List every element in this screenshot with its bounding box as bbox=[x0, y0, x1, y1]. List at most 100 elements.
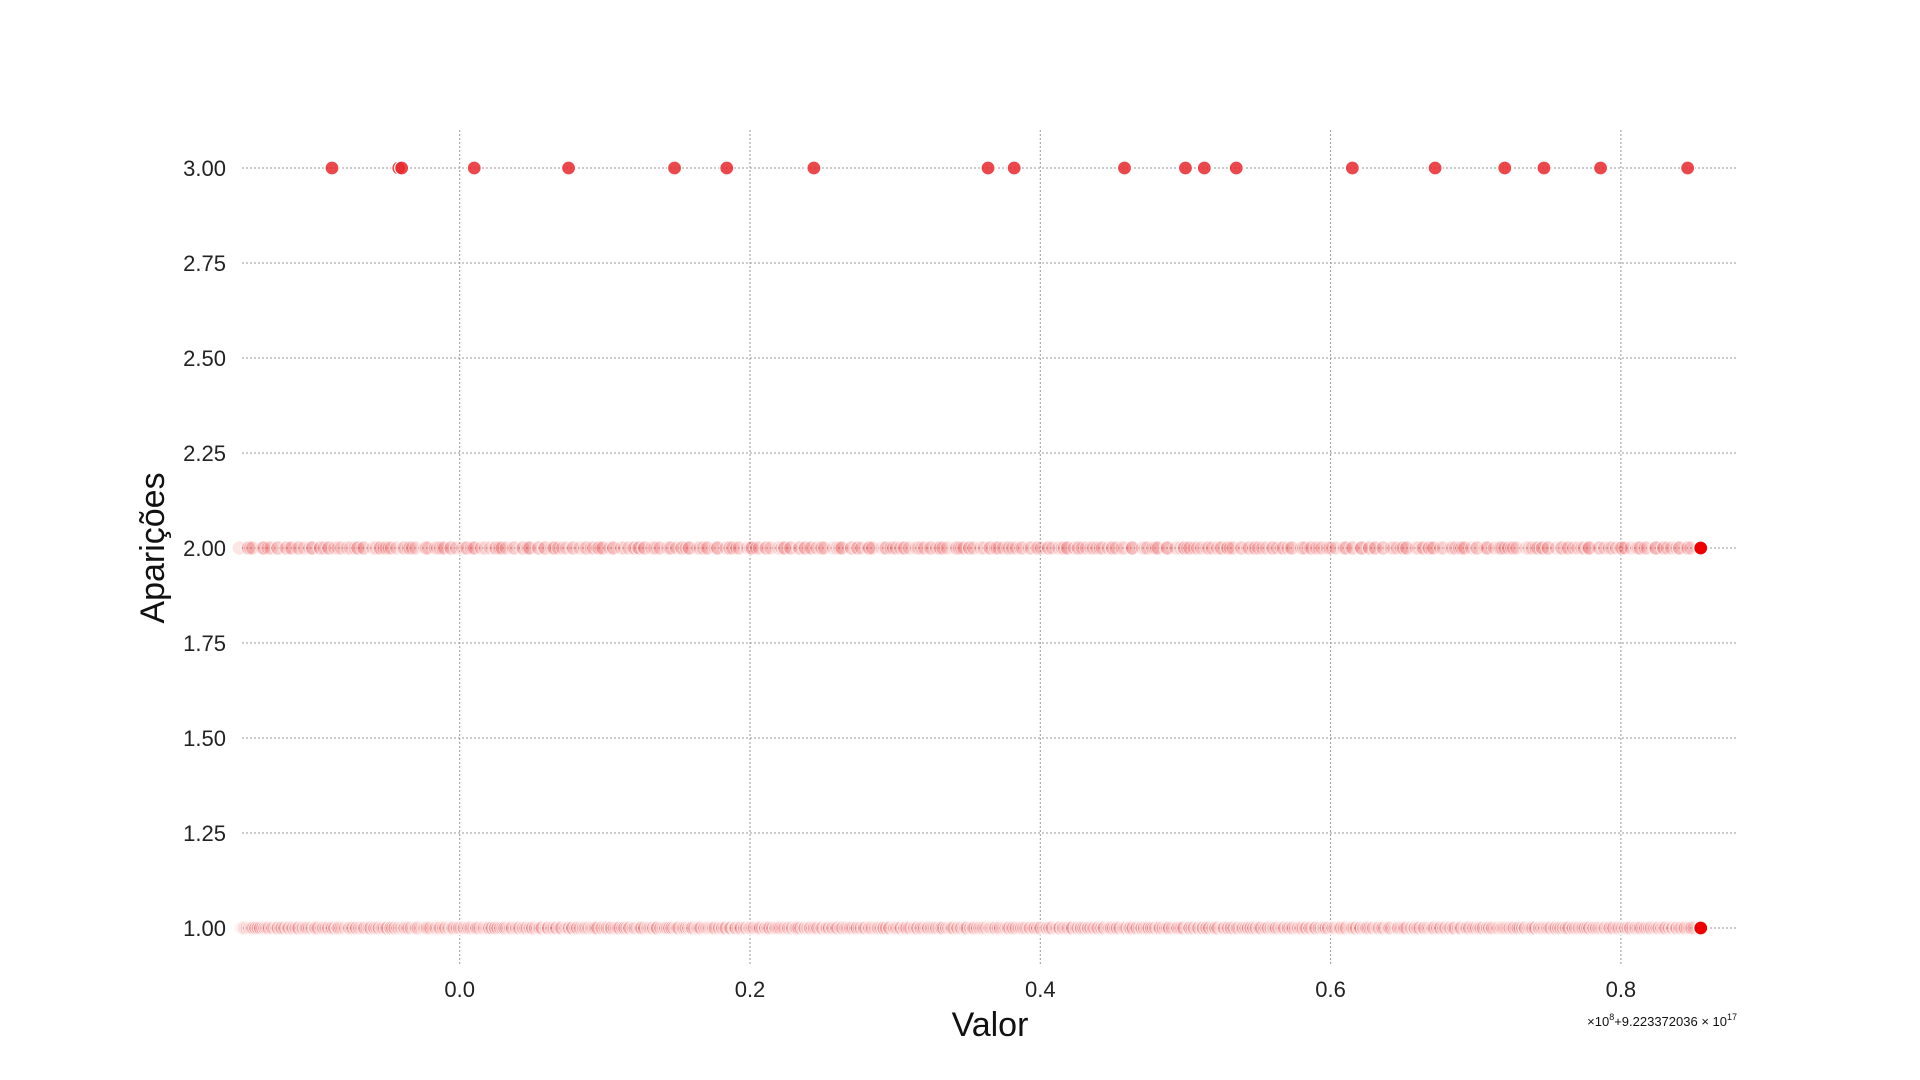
data-point bbox=[1566, 540, 1581, 556]
data-point bbox=[929, 540, 944, 556]
data-point bbox=[602, 540, 618, 556]
data-point bbox=[1228, 160, 1244, 176]
data-point bbox=[488, 540, 504, 556]
data-point bbox=[896, 540, 912, 556]
data-point bbox=[231, 540, 247, 556]
data-point bbox=[284, 540, 300, 556]
data-point bbox=[809, 540, 825, 556]
data-point bbox=[1693, 540, 1709, 556]
data-point bbox=[350, 540, 366, 556]
data-point bbox=[951, 540, 967, 556]
data-point bbox=[384, 540, 399, 556]
x-offset-base: ×10 bbox=[1587, 1014, 1609, 1029]
data-point bbox=[699, 540, 715, 556]
data-point bbox=[1663, 540, 1679, 556]
data-point bbox=[547, 540, 562, 556]
data-point bbox=[296, 540, 312, 556]
data-point bbox=[849, 540, 865, 556]
data-point bbox=[1437, 920, 1453, 936]
data-point bbox=[1280, 540, 1296, 556]
data-point bbox=[1415, 540, 1431, 556]
data-point bbox=[614, 540, 629, 556]
data-point bbox=[1225, 540, 1241, 556]
data-point bbox=[731, 540, 747, 556]
data-point bbox=[662, 540, 678, 556]
data-point bbox=[758, 540, 774, 556]
data-point bbox=[522, 540, 538, 556]
y-tick-label: 1.00 bbox=[183, 916, 226, 941]
data-point bbox=[1160, 540, 1175, 556]
data-point bbox=[494, 540, 510, 556]
data-point bbox=[305, 540, 320, 556]
data-point bbox=[1493, 540, 1509, 556]
data-point bbox=[324, 160, 340, 176]
y-tick-label: 2.50 bbox=[183, 346, 226, 371]
data-point bbox=[631, 540, 647, 556]
data-point bbox=[1501, 540, 1516, 556]
data-point bbox=[1071, 540, 1086, 556]
data-point bbox=[1008, 540, 1024, 556]
data-point bbox=[719, 160, 735, 176]
data-point bbox=[1051, 540, 1067, 556]
data-point bbox=[1066, 540, 1082, 556]
data-point bbox=[566, 540, 581, 556]
data-point bbox=[1275, 540, 1291, 556]
x-offset-mid: +9.223372036 × 10 bbox=[1614, 1014, 1727, 1029]
data-point bbox=[1367, 540, 1383, 556]
x-tick-label: 0.6 bbox=[1315, 977, 1346, 1002]
data-point bbox=[1186, 540, 1202, 556]
data-point bbox=[482, 540, 498, 556]
data-point bbox=[1065, 920, 1080, 936]
data-point bbox=[976, 540, 992, 556]
data-point bbox=[710, 540, 726, 556]
data-point bbox=[339, 540, 355, 556]
data-point bbox=[725, 540, 741, 556]
data-point bbox=[893, 540, 909, 556]
data-point bbox=[1029, 540, 1045, 556]
data-point bbox=[1582, 540, 1597, 556]
data-point bbox=[356, 540, 372, 556]
data-point bbox=[1617, 540, 1633, 556]
data-point bbox=[826, 540, 841, 556]
data-point bbox=[443, 540, 459, 556]
data-point bbox=[917, 540, 933, 556]
data-point bbox=[1656, 540, 1672, 556]
data-point bbox=[888, 540, 904, 556]
y-tick-label: 1.25 bbox=[183, 821, 226, 846]
data-point bbox=[989, 540, 1005, 556]
data-point bbox=[1506, 540, 1521, 556]
data-point bbox=[980, 160, 996, 176]
data-point bbox=[419, 540, 434, 556]
data-point bbox=[1548, 540, 1564, 556]
data-point bbox=[1693, 920, 1709, 936]
data-point bbox=[738, 920, 754, 936]
data-point bbox=[473, 540, 489, 556]
data-point bbox=[817, 540, 832, 556]
x-axis-title: Valor bbox=[952, 1006, 1029, 1044]
y-tick-label: 2.75 bbox=[183, 251, 226, 276]
data-point bbox=[959, 920, 975, 936]
y-tick-label: 2.00 bbox=[183, 536, 226, 561]
points-layer bbox=[231, 160, 1709, 936]
data-point bbox=[1196, 160, 1212, 176]
data-point bbox=[1177, 160, 1194, 176]
data-point bbox=[911, 540, 926, 556]
data-point bbox=[962, 540, 977, 556]
data-point bbox=[1303, 540, 1318, 556]
data-point bbox=[455, 540, 471, 556]
data-point bbox=[1344, 160, 1360, 176]
data-point bbox=[1108, 540, 1124, 556]
data-point bbox=[1116, 160, 1133, 176]
data-point bbox=[666, 160, 683, 176]
data-point bbox=[368, 540, 384, 556]
data-point bbox=[806, 160, 822, 176]
data-point bbox=[1000, 540, 1016, 556]
ticks-layer: 1.00 1.25 1.50 1.75 2.00 2.25 2.50 2.75 3.00 0.0 0… bbox=[183, 156, 1636, 1002]
data-point bbox=[396, 540, 412, 556]
data-point bbox=[1536, 160, 1552, 176]
data-point bbox=[1427, 160, 1443, 176]
y-tick-label: 1.50 bbox=[183, 726, 226, 751]
data-point bbox=[394, 160, 410, 176]
